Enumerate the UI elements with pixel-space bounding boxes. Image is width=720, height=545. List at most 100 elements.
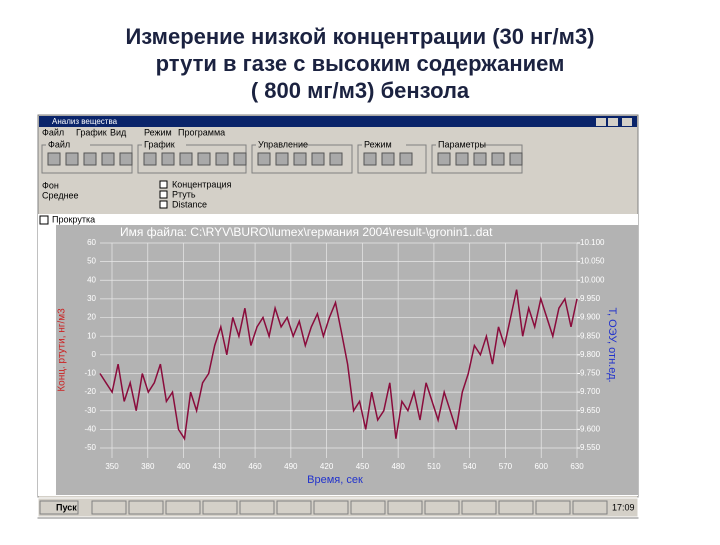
x-tick-label: 630 [570,462,584,471]
x-tick-label: 460 [248,462,262,471]
task-button[interactable] [572,500,608,515]
menu-item[interactable]: График [76,127,107,137]
toolbar-button[interactable] [437,152,451,166]
checkbox-label: Прокрутка [52,214,95,224]
checkbox[interactable] [159,190,168,199]
toolbar-button[interactable] [83,152,97,166]
y-tick-label: 50 [87,257,96,266]
x-tick-label: 490 [284,462,298,471]
toolbar-button[interactable] [47,152,61,166]
toolbar-label-bg [436,140,480,149]
task-button[interactable] [535,500,571,515]
task-button[interactable] [128,500,164,515]
toolbar-button[interactable] [65,152,79,166]
task-button[interactable] [239,500,275,515]
toolbar-label-bg [362,140,406,149]
y2-tick-label: 9.850 [580,331,601,340]
toolbar-group-label: Параметры [438,139,486,149]
checkbox[interactable] [159,200,168,209]
y2-tick-label: 9.750 [580,369,601,378]
start-button[interactable] [39,500,79,515]
toolbar-label-bg [256,140,300,149]
y2-tick-label: 9.800 [580,350,601,359]
task-button[interactable] [498,500,534,515]
x-tick-label: 480 [391,462,405,471]
y2-tick-label: 9.900 [580,313,601,322]
y-tick-label: -20 [84,387,96,396]
y2-axis-label: Т, ОЭУ, отн.ед. [606,307,618,382]
toolbar-button[interactable] [179,152,193,166]
toolbar-button[interactable] [161,152,175,166]
toolbar-button[interactable] [311,152,325,166]
x-tick-label: 430 [213,462,227,471]
y-tick-label: 0 [92,350,97,359]
x-tick-label: 400 [177,462,191,471]
toolbar-button[interactable] [455,152,469,166]
task-button[interactable] [461,500,497,515]
task-button[interactable] [387,500,423,515]
y2-tick-label: 9.950 [580,294,601,303]
chart-title: Имя файла: C:\RYV\BURO\lumex\германия 20… [120,225,493,239]
toolbar-button[interactable] [473,152,487,166]
y-axis-label: Конц. ртути, нг/м3 [57,308,68,392]
menu-item[interactable]: Файл [42,127,64,137]
toolbar-button[interactable] [275,152,289,166]
x-tick-label: 380 [141,462,155,471]
toolbar-group-label: График [144,139,175,149]
task-button[interactable] [313,500,349,515]
toolbar-button[interactable] [119,152,133,166]
toolbar-button[interactable] [509,152,523,166]
minimize-button[interactable] [596,118,606,126]
toolbar-button[interactable] [197,152,211,166]
toolbar-button[interactable] [293,152,307,166]
menu-item[interactable]: Программа [178,127,225,137]
x-tick-label: 510 [427,462,441,471]
y2-tick-label: 9.600 [580,424,601,433]
menu-item[interactable]: Режим [144,127,172,137]
x-tick-label: 450 [356,462,370,471]
menu-item[interactable]: Вид [110,127,127,137]
x-tick-label: 540 [463,462,477,471]
toolbar-button[interactable] [215,152,229,166]
checkbox[interactable] [39,215,49,225]
side-label: Среднее [42,190,79,200]
toolbar-button[interactable] [363,152,377,166]
y-tick-label: 40 [87,275,96,284]
x-tick-label: 600 [535,462,549,471]
toolbar-label-bg [46,140,90,149]
y2-tick-label: 10.000 [580,275,605,284]
toolbar-button[interactable] [257,152,271,166]
toolbar-label-bg [142,140,186,149]
x-axis-label: Время, сек [307,474,363,486]
y-tick-label: -30 [84,406,96,415]
task-button[interactable] [350,500,386,515]
task-button[interactable] [91,500,127,515]
y2-tick-label: 10.050 [580,257,605,266]
x-tick-label: 350 [105,462,119,471]
title-line: ( 800 мг/м3) бензола [251,78,470,103]
y2-tick-label: 10.100 [580,238,605,247]
task-button[interactable] [424,500,460,515]
window-title: Анализ вещества [52,117,118,126]
y-tick-label: 20 [87,313,96,322]
close-button[interactable] [622,118,632,126]
y-tick-label: -10 [84,369,96,378]
toolbar-button[interactable] [329,152,343,166]
task-button[interactable] [165,500,201,515]
toolbar-button[interactable] [143,152,157,166]
title-line: Измерение низкой концентрации (30 нг/м3) [125,24,594,49]
toolbar-button[interactable] [101,152,115,166]
task-button[interactable] [276,500,312,515]
toolbar-button[interactable] [381,152,395,166]
side-label: Фон [42,180,59,190]
toolbar-button[interactable] [233,152,247,166]
maximize-button[interactable] [608,118,618,126]
toolbar-button[interactable] [399,152,413,166]
y-tick-label: 10 [87,331,96,340]
toolbar-button[interactable] [491,152,505,166]
y2-tick-label: 9.550 [580,443,601,452]
checkbox[interactable] [159,180,168,189]
task-button[interactable] [202,500,238,515]
